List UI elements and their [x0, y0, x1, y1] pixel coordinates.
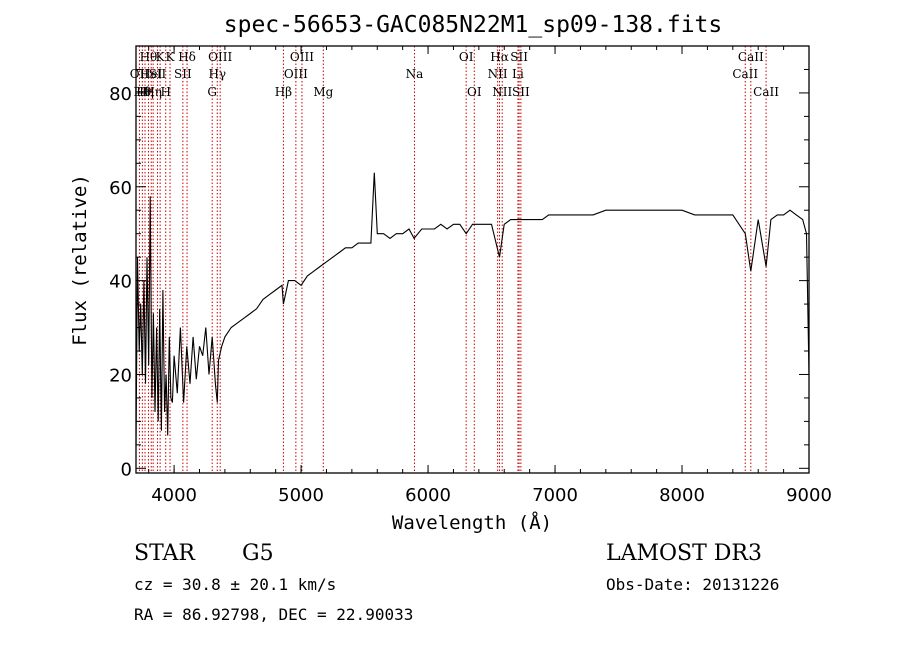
line-marker-label-12: G: [207, 85, 217, 99]
x-axis-label: Wavelength (Å): [392, 511, 552, 534]
y-axis-ticks: 0 20 40 60 80: [109, 68, 809, 480]
line-marker-label-2: Hη: [136, 85, 154, 99]
line-marker-label-30: CaII: [753, 85, 779, 99]
line-marker-label-9: K: [166, 50, 176, 64]
survey-name: LAMOST DR3: [606, 541, 762, 566]
line-marker-label-29: CaII: [738, 50, 764, 64]
line-marker-label-15: Hβ: [275, 85, 292, 99]
line-marker-label-0: OII: [130, 67, 150, 81]
emission-line-markers: [138, 46, 767, 473]
line-marker-label-1: Hθ: [133, 85, 151, 99]
line-marker-label-14: OIII: [208, 50, 232, 64]
emission-line-labels: OIIHθHηHθHeIHηSIIKHKSIIHδGHγOIIIHβOIIIOI…: [130, 50, 779, 99]
line-marker-label-20: OI: [459, 50, 474, 64]
ra-dec: RA = 86.92798, DEC = 22.90033: [134, 605, 413, 624]
x-tick-label: 5000: [278, 485, 324, 506]
x-tick-label: 7000: [532, 485, 578, 506]
x-tick-label: 8000: [659, 485, 705, 506]
object-class: STAR: [134, 541, 196, 566]
x-tick-label: 9000: [786, 485, 832, 506]
line-marker-label-10: SII: [174, 67, 192, 81]
plot-frame: [135, 45, 810, 474]
y-tick-label: 60: [109, 178, 132, 199]
line-marker-label-4: HeI: [140, 67, 163, 81]
line-marker-label-7: K: [156, 50, 166, 64]
line-marker-label-11: Hδ: [178, 50, 196, 64]
y-tick-label: 40: [109, 272, 132, 293]
x-axis-ticks: 4000 5000 6000 7000 8000 9000: [148, 46, 832, 506]
cz-value: cz = 30.8 ± 20.1 km/s: [134, 575, 336, 594]
y-tick-label: 0: [121, 459, 132, 480]
line-marker-label-8: H: [160, 85, 170, 99]
line-marker-label-17: OIII: [290, 50, 314, 64]
line-marker-label-25: Li: [512, 67, 524, 81]
line-marker-label-16: OIII: [284, 67, 308, 81]
x-tick-label: 6000: [405, 485, 451, 506]
line-marker-label-27: SII: [512, 85, 530, 99]
line-marker-label-6: SII: [149, 67, 167, 81]
subclass: G5: [242, 541, 274, 566]
line-marker-label-3: Hθ: [140, 50, 158, 64]
line-marker-label-26: SII: [510, 50, 528, 64]
line-marker-label-28: CaII: [732, 67, 758, 81]
line-marker-label-13: Hγ: [208, 67, 226, 81]
y-tick-label: 20: [109, 365, 132, 386]
line-marker-label-21: OI: [467, 85, 482, 99]
y-tick-label: 80: [109, 84, 132, 105]
obs-date: Obs-Date: 20131226: [606, 575, 779, 594]
line-marker-label-22: NII: [488, 67, 508, 81]
line-marker-label-19: Na: [406, 67, 424, 81]
line-marker-label-18: Mg: [313, 85, 333, 99]
line-marker-label-23: Hα: [490, 50, 509, 64]
x-tick-label: 4000: [151, 485, 197, 506]
line-marker-label-24: NII: [492, 85, 512, 99]
y-axis-label: Flux (relative): [69, 174, 91, 346]
spectrum-series-line: [135, 172, 810, 445]
line-marker-label-5: Hη: [144, 85, 162, 99]
chart-title: spec-56653-GAC085N22M1_sp09-138.fits: [224, 12, 723, 38]
